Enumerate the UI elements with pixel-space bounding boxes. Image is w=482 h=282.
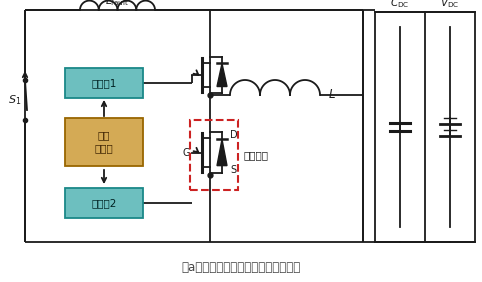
Bar xyxy=(65,68,143,98)
Text: （a）基于双脉冲测试的短路测试方法: （a）基于双脉冲测试的短路测试方法 xyxy=(181,261,301,274)
Bar xyxy=(65,118,143,166)
Text: D: D xyxy=(230,130,238,140)
Bar xyxy=(65,188,143,218)
Text: $L_{\rm fault}$: $L_{\rm fault}$ xyxy=(106,0,130,8)
Text: $L$: $L$ xyxy=(328,87,336,100)
Text: 待测对象: 待测对象 xyxy=(243,150,268,160)
Polygon shape xyxy=(217,139,227,166)
Polygon shape xyxy=(217,63,227,87)
Text: S: S xyxy=(230,165,236,175)
Text: 脉冲
发生器: 脉冲 发生器 xyxy=(94,130,113,154)
Bar xyxy=(190,120,238,190)
Text: G: G xyxy=(183,147,190,158)
Bar xyxy=(375,12,475,242)
Text: $V_{\rm DC}$: $V_{\rm DC}$ xyxy=(441,0,460,10)
Text: 驱动器1: 驱动器1 xyxy=(91,78,117,88)
Text: $S_1$: $S_1$ xyxy=(8,93,21,107)
Text: $C_{\rm DC}$: $C_{\rm DC}$ xyxy=(390,0,410,10)
Text: 驱动器2: 驱动器2 xyxy=(91,198,117,208)
